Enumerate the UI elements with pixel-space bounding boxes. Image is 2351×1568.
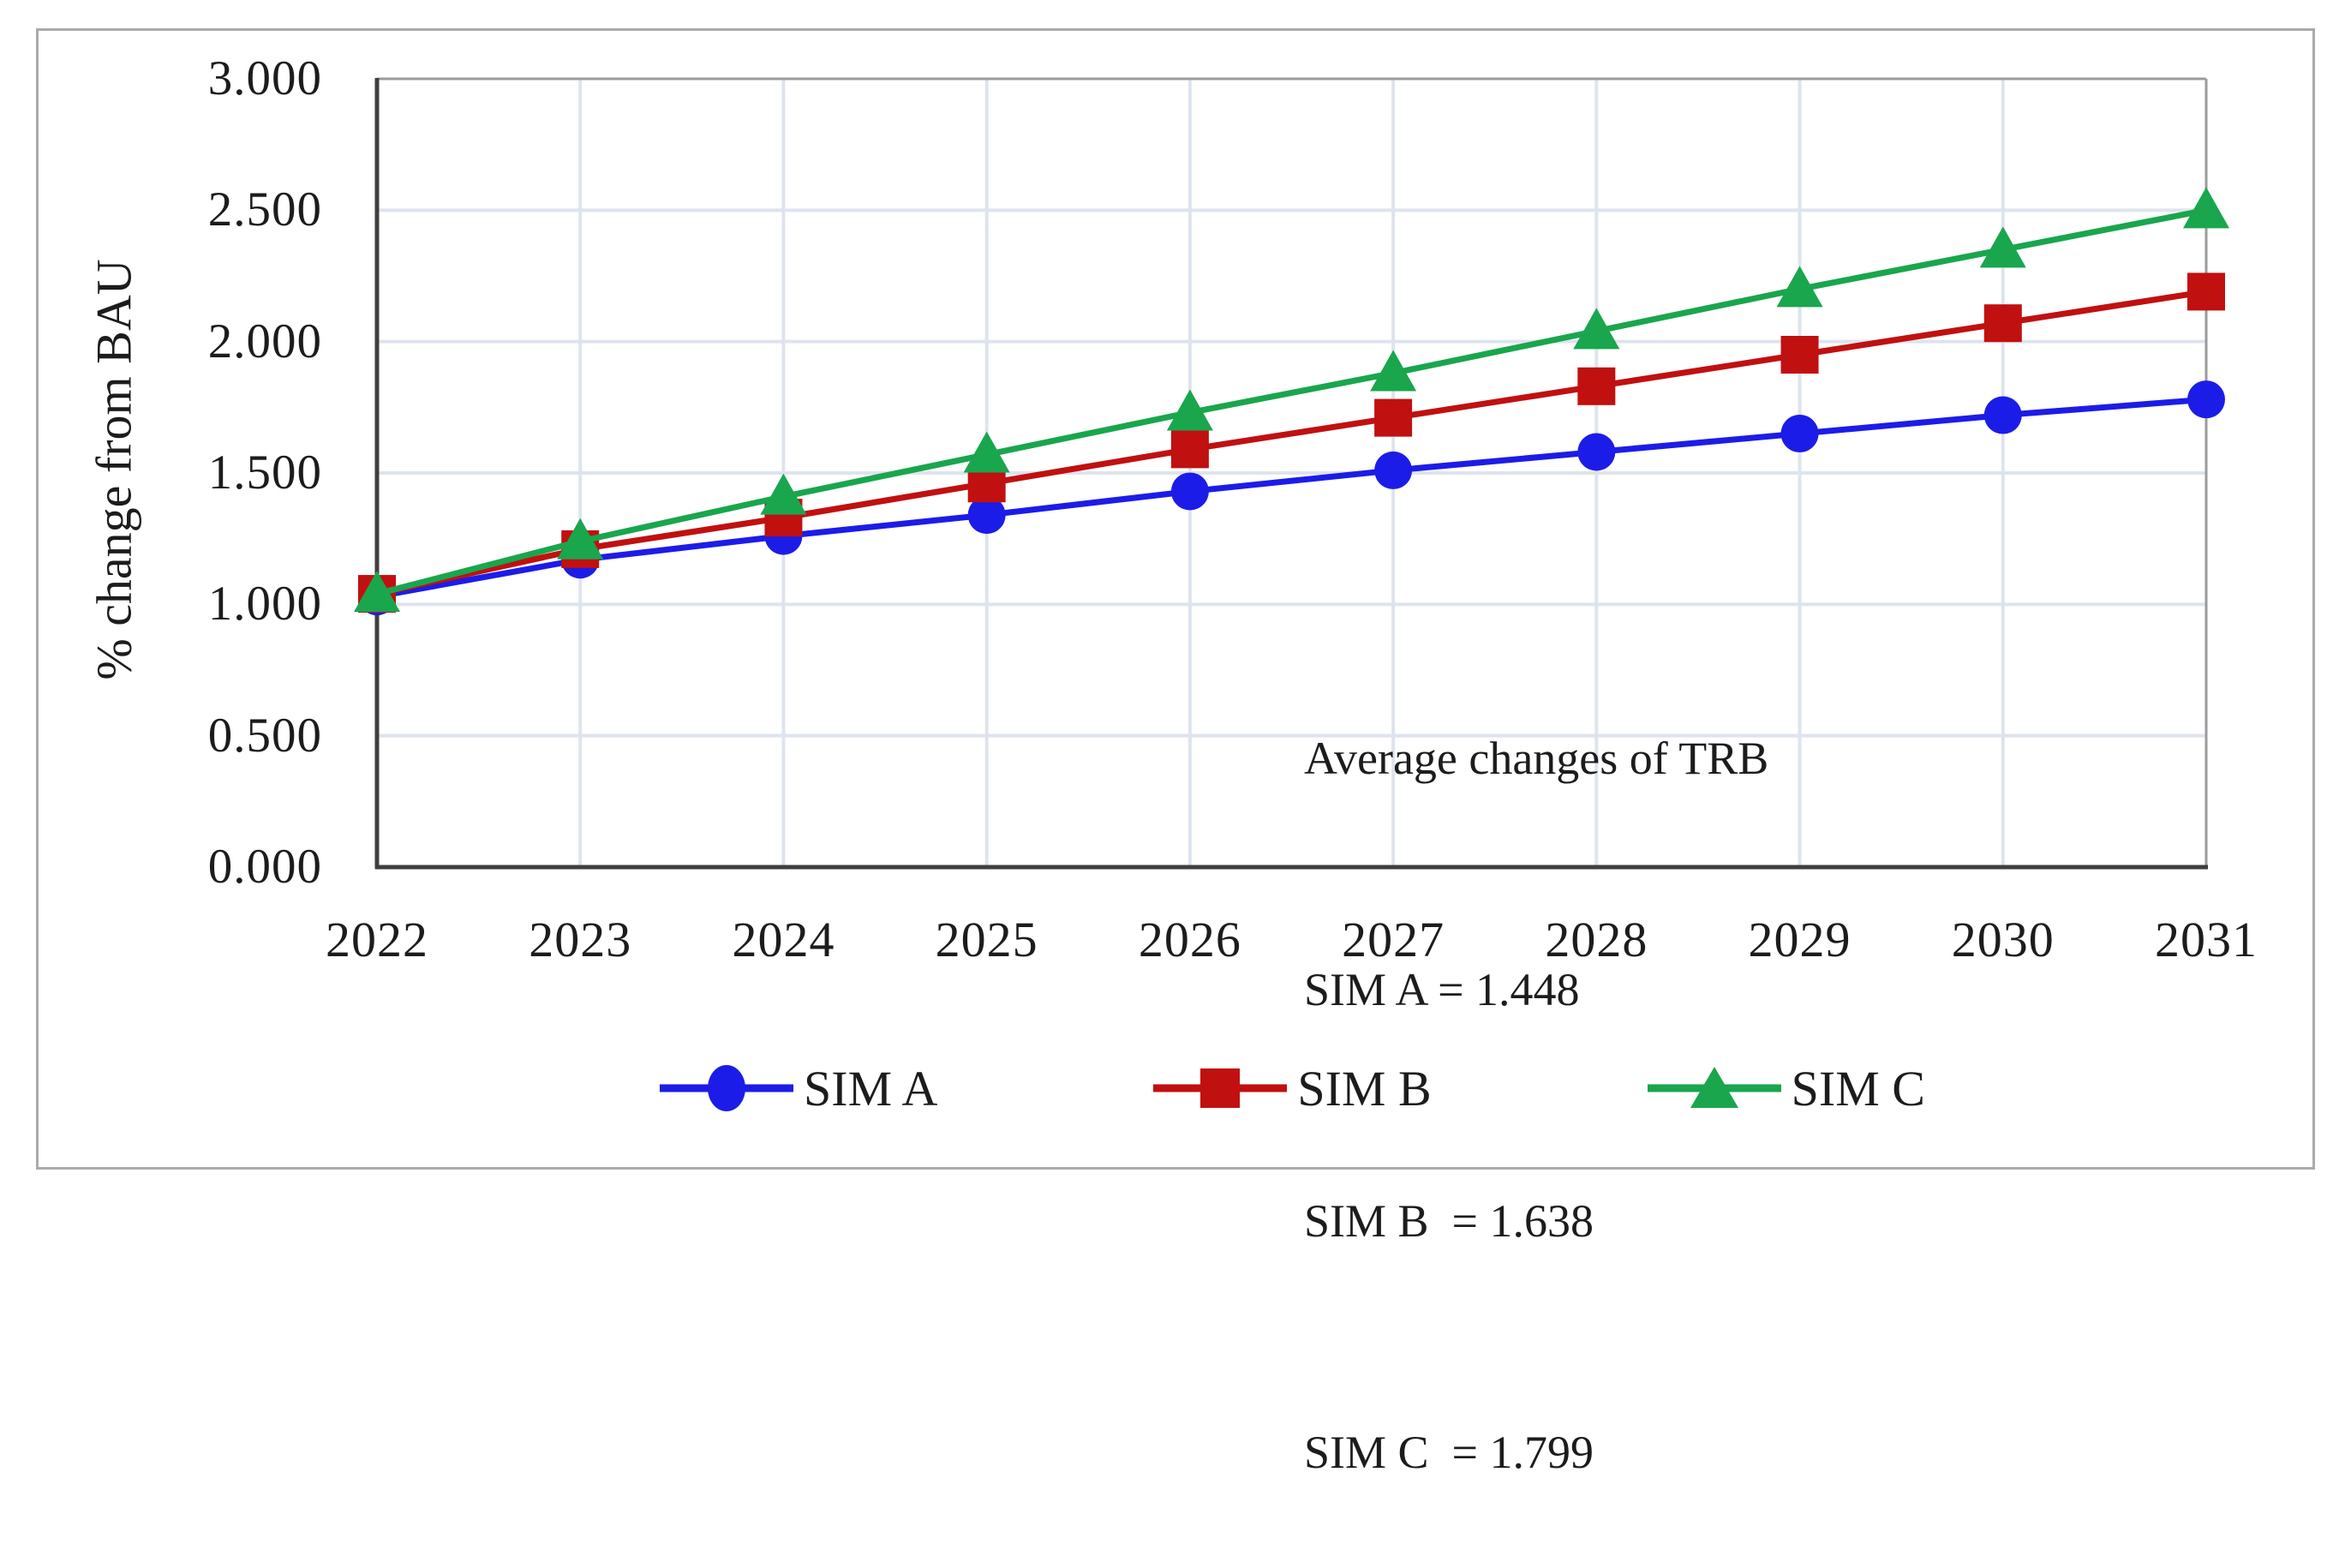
legend-item-sim-c: SIM C [1646,1058,1925,1118]
line-chart [354,77,2229,870]
triangle-marker [760,473,807,515]
triangle-marker [1573,308,1620,350]
triangle-marker [1776,266,1823,308]
y-tick-label: 2.500 [207,183,322,237]
series-line-sim-c [376,206,2207,597]
triangle-marker [2183,187,2229,229]
square-marker [1374,398,1413,437]
x-tick-label: 2022 [326,912,428,967]
circle-marker [1780,415,1819,452]
annotation-title: Average changes of TRB [1304,733,1769,784]
legend-label-sim-b: SIM B [1297,1060,1432,1116]
square-marker [1983,304,2022,343]
circle-marker [967,496,1006,535]
y-tick-label: 2.000 [207,314,322,368]
x-tick-label: 2025 [935,912,1038,967]
square-marker [2187,272,2225,311]
sim-c-line-triangle-marker-icon [1647,1067,1781,1108]
legend-item-sim-a: SIM A [658,1058,937,1118]
y-tick-label: 1.500 [207,446,322,500]
triangle-marker [557,518,604,560]
x-tick-label: 2031 [2155,912,2258,967]
triangle-marker [1370,350,1417,392]
legend-item-sim-b: SIM B [1152,1058,1432,1118]
chart-legend: SIM A SIM B SIM C [377,1047,2206,1129]
figure-frame [36,28,2315,1170]
circle-marker [1374,451,1413,489]
legend-label-sim-c: SIM C [1791,1060,1925,1116]
circle-marker [1170,472,1209,511]
sim-a-line-circle-marker-icon [660,1065,793,1111]
x-tick-label: 2028 [1545,912,1648,967]
annotation-line-sim-b: SIM B = 1.638 [1304,1195,1594,1247]
circle-marker [2187,380,2225,419]
y-tick-label: 0.500 [207,708,322,763]
legend-label-sim-a: SIM A [804,1060,938,1116]
triangle-marker [963,431,1010,473]
x-tick-label: 2027 [1342,912,1445,967]
y-tick-label: 0.000 [207,840,322,894]
circle-marker [1983,396,2022,434]
sim-b-line-square-marker-icon [1153,1068,1288,1108]
x-tick-label: 2026 [1138,912,1241,967]
square-marker [1170,430,1209,469]
x-tick-label: 2024 [732,912,835,967]
x-tick-label: 2029 [1748,912,1851,967]
y-tick-label: 3.000 [207,51,322,105]
series-line-sim-a [376,396,2207,600]
x-tick-label: 2023 [529,912,632,967]
square-marker [1780,336,1819,374]
triangle-marker [1979,226,2026,268]
annotation-line-sim-a: SIM A = 1.448 [1304,964,1580,1015]
circle-marker [1577,433,1616,471]
square-marker [1577,367,1616,405]
y-axis-title-text: % change from BAU [86,259,142,680]
triangle-marker [1166,389,1213,431]
y-tick-label: 1.000 [207,577,322,631]
annotation-line-sim-c: SIM C = 1.799 [1304,1427,1594,1478]
triangle-marker [354,571,400,613]
x-tick-label: 2030 [1951,912,2055,967]
series-line-sim-b [376,288,2207,597]
